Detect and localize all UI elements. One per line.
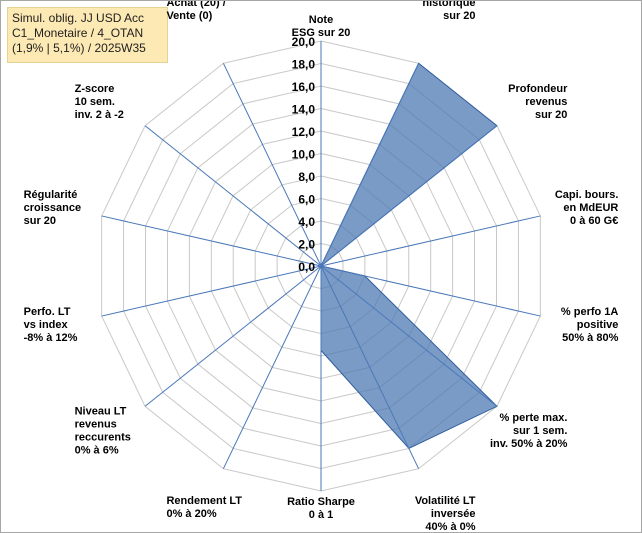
tick-label: 8,0 <box>298 170 315 184</box>
axis-label: Profondeurhistoriquesur 20 <box>416 1 476 22</box>
chart-title-box: Simul. oblig. JJ USD Acc C1_Monetaire / … <box>7 7 168 63</box>
title-line-1: Simul. oblig. JJ USD Acc <box>12 11 145 25</box>
axis-spoke <box>320 265 541 317</box>
axis-spoke <box>320 63 420 267</box>
tick-label: 0,0 <box>298 260 315 274</box>
axis-label: Z-score 10 sem. inv. 2 à -2 <box>75 83 124 121</box>
axis-label: Ratio Sharpe 0 à 1 <box>287 496 355 521</box>
tick-label: 20,0 <box>292 35 316 49</box>
axis-label: Régularité croissance sur 20 <box>24 189 81 227</box>
axis-spoke <box>101 265 322 317</box>
axis-label: Profondeur revenus sur 20 <box>508 83 568 121</box>
tick-label: 4,0 <box>298 215 315 229</box>
axis-label: Volatilité LT inversée 40% à 0% <box>415 495 476 532</box>
axis-label: Niveau LT revenus reccurents 0% à 6% <box>75 406 131 457</box>
axis-label: % perte max. sur 1 sem. inv. 50% à 20% <box>490 412 568 450</box>
axis-spoke <box>320 125 498 267</box>
axis-spoke <box>144 125 322 267</box>
axis-label: MomentumAchat (20) /Vente (0) <box>166 1 225 22</box>
axis-label: Capi. bours. en MdEUR 0 à 60 G€ <box>555 189 619 227</box>
tick-label: 10,0 <box>292 148 316 162</box>
tick-label: 16,0 <box>292 80 316 94</box>
axis-label: Note ESG sur 20 <box>292 14 351 39</box>
tick-label: 2,0 <box>298 238 315 252</box>
title-line-2: C1_Monetaire / 4_OTAN <box>12 26 144 40</box>
tick-label: 12,0 <box>292 125 316 139</box>
axis-spoke <box>320 265 420 469</box>
axis-spoke <box>222 63 322 267</box>
axis-spoke <box>144 265 322 407</box>
axis-spoke <box>320 265 498 407</box>
axis-spoke <box>101 215 322 267</box>
axis-label: Perfo. LT vs index -8% à 12% <box>24 306 78 344</box>
tick-label: 18,0 <box>292 58 316 72</box>
axis-label: Rendement LT 0% à 20% <box>166 495 242 520</box>
axis-spoke <box>222 265 322 469</box>
title-line-3: (1,9% | 5,1%) / 2025W35 <box>12 41 146 55</box>
tick-label: 6,0 <box>298 193 315 207</box>
axis-spoke <box>320 215 541 267</box>
tick-label: 14,0 <box>292 103 316 117</box>
axis-label: % perfo 1A positive 50% à 80% <box>561 306 619 344</box>
